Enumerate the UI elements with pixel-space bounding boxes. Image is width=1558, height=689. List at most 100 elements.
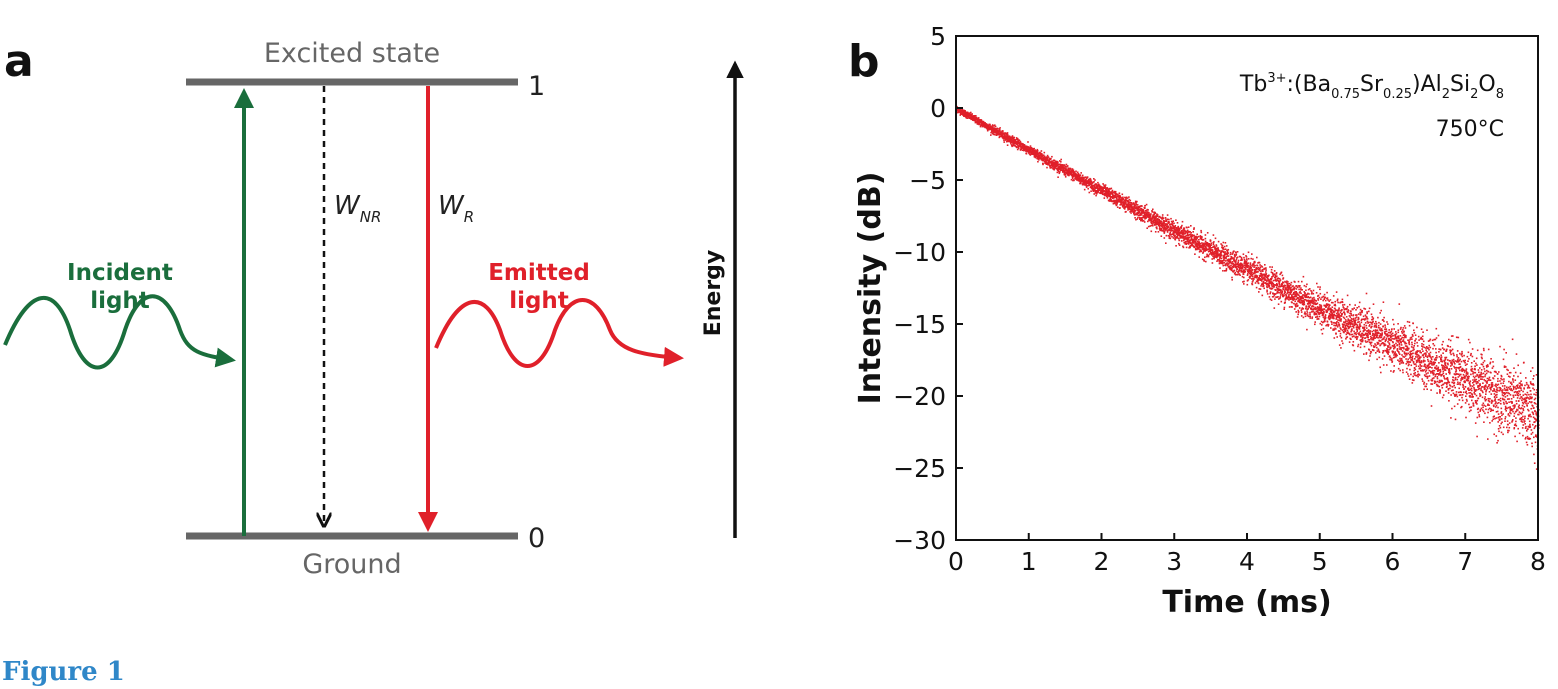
data-point [1427,372,1429,374]
data-point [1079,174,1082,176]
data-point [1296,316,1299,318]
data-point [1193,227,1195,229]
data-point [1240,259,1242,261]
data-point [1378,321,1380,324]
data-point [1203,247,1206,250]
data-point [1409,354,1412,357]
data-point [1375,336,1378,338]
data-point [1233,257,1235,259]
data-point [1230,264,1232,267]
data-point [1366,336,1368,339]
data-point [975,115,977,117]
data-point [1301,280,1303,283]
data-point [1388,346,1390,348]
data-point [1108,191,1111,193]
data-point [1406,353,1408,356]
data-point [1325,324,1327,327]
data-point [1353,335,1355,337]
data-point [1427,340,1430,342]
data-point [1193,242,1195,244]
data-point [1039,155,1041,157]
data-point [1221,248,1224,250]
data-point [1415,356,1417,358]
data-point [1040,150,1043,152]
data-point [1263,267,1265,270]
data-point [1372,349,1375,352]
data-point [1017,140,1020,142]
data-point [1395,331,1397,333]
data-point [993,130,995,132]
data-point [1248,265,1250,267]
data-point [997,131,1000,134]
data-point [1419,350,1421,352]
data-point [1336,312,1338,315]
data-point [1236,268,1239,270]
data-point [1060,161,1062,163]
data-point [1035,154,1038,156]
data-point [1365,318,1367,320]
data-point [1220,257,1223,260]
data-point [1138,210,1140,212]
data-point [1144,207,1146,209]
data-point [1099,187,1102,190]
data-point [1349,323,1351,326]
data-point [1420,337,1422,340]
data-point [1341,308,1343,311]
data-point [1359,339,1362,341]
data-point [1369,331,1371,334]
data-point [1153,213,1156,216]
data-point [1296,302,1298,305]
data-point [1245,255,1247,257]
data-point [1412,335,1414,337]
data-point [1034,154,1037,157]
data-point [1357,316,1360,319]
data-point [1361,332,1363,335]
data-point [1202,251,1205,253]
data-point [1266,289,1268,292]
data-point [1102,188,1104,191]
data-point [1262,283,1264,286]
data-point [1400,338,1403,340]
data-point [1278,298,1280,300]
data-point [1019,141,1022,143]
data-point [1196,243,1198,246]
data-point [1175,245,1177,247]
data-point [1365,292,1368,295]
data-point [1187,243,1190,245]
data-point [1232,266,1235,268]
data-point [1092,187,1095,189]
data-point [1254,264,1256,267]
data-point [1379,366,1381,369]
data-point [1402,371,1404,374]
data-point [961,108,964,111]
data-point [1297,280,1300,283]
data-point [1403,337,1405,339]
data-point [1225,263,1227,265]
data-point [1372,318,1374,321]
data-point [1234,255,1236,258]
data-point [1105,193,1108,196]
data-point [1291,294,1293,296]
data-point [1120,203,1123,205]
data-point [1091,186,1094,188]
data-point [1136,218,1139,220]
data-point [1025,150,1027,152]
data-point [1209,245,1211,248]
data-point [1384,324,1386,326]
data-point [1056,171,1059,174]
data-point [1194,240,1197,243]
data-point [1326,291,1328,294]
data-point [1346,325,1349,328]
data-point [1221,262,1224,265]
data-point [1389,338,1391,341]
data-point [1084,184,1086,186]
data-point [1006,133,1009,135]
data-point [1370,342,1372,344]
data-point [1294,298,1296,301]
data-point [1398,346,1401,348]
data-point [1241,270,1244,273]
data-point [1116,196,1118,198]
data-point [1032,148,1035,150]
data-point [1382,352,1384,354]
data-point [973,115,975,117]
